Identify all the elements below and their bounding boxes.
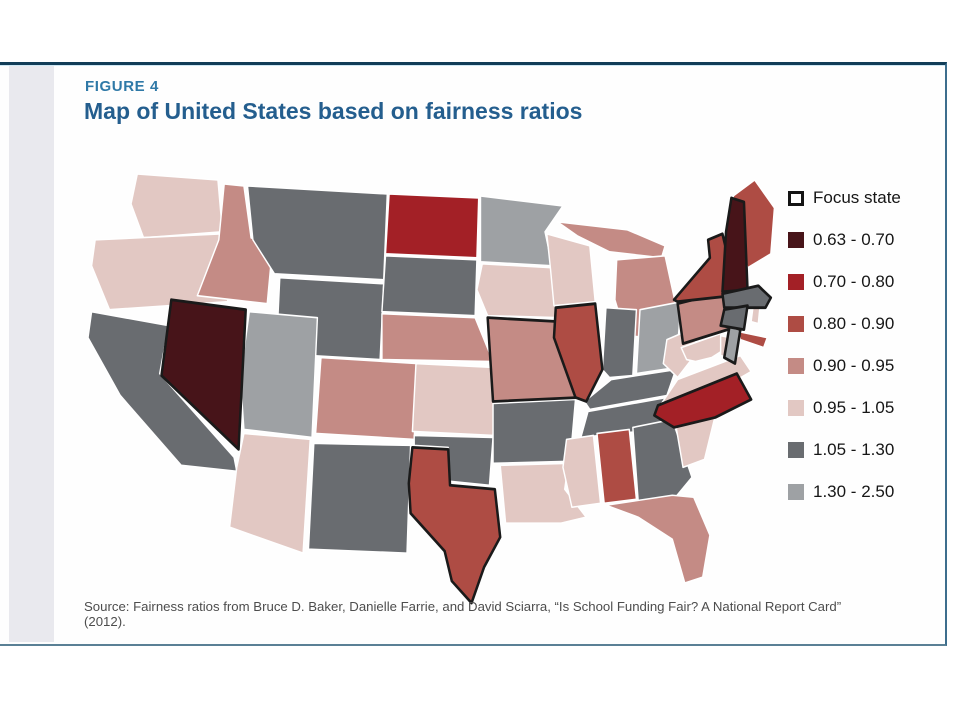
legend-label: 1.05 - 1.30: [813, 440, 895, 459]
state-indiana: [601, 306, 638, 379]
legend-row-focus: Focus state: [788, 188, 948, 207]
source-citation: Source: Fairness ratios from Bruce D. Ba…: [84, 599, 842, 629]
legend-label: 0.95 - 1.05: [813, 398, 895, 417]
state-illinois: [552, 302, 604, 403]
legend-row-bucket-6: 1.30 - 2.50: [788, 482, 948, 501]
legend-row-bucket-5: 1.05 - 1.30: [788, 440, 948, 459]
us-choropleth-map: [88, 168, 778, 612]
state-arizona: [228, 432, 311, 554]
legend-row-bucket-1: 0.70 - 0.80: [788, 272, 948, 291]
state-washington: [130, 173, 224, 239]
state-north-carolina: [653, 372, 753, 429]
left-accent-strip: [9, 66, 54, 642]
legend-label: 0.70 - 0.80: [813, 272, 895, 291]
state-texas: [407, 445, 502, 605]
focus-state-swatch-icon: [788, 190, 804, 206]
legend-label: 0.80 - 0.90: [813, 314, 895, 333]
legend-label: 0.63 - 0.70: [813, 230, 895, 249]
legend-label: 0.90 - 0.95: [813, 356, 895, 375]
legend-row-bucket-3: 0.90 - 0.95: [788, 356, 948, 375]
state-nevada: [160, 298, 247, 451]
legend-swatch-icon: [788, 400, 804, 416]
legend-swatch-icon: [788, 232, 804, 248]
state-wisconsin: [546, 233, 596, 307]
us-map-svg: [88, 173, 776, 605]
legend-swatch-icon: [788, 442, 804, 458]
state-new-hampshire: [721, 196, 749, 294]
state-long-island: [737, 330, 768, 349]
state-massachusetts: [721, 284, 773, 310]
state-kansas: [411, 362, 498, 437]
state-florida: [605, 494, 711, 584]
legend-row-bucket-4: 0.95 - 1.05: [788, 398, 948, 417]
state-new-mexico: [307, 442, 412, 554]
state-idaho: [196, 183, 274, 305]
state-montana: [246, 185, 389, 281]
state-colorado: [314, 356, 419, 441]
legend-swatch-icon: [788, 274, 804, 290]
legend-swatch-icon: [788, 484, 804, 500]
figure-label: FIGURE 4: [85, 78, 159, 95]
legend-label: 1.30 - 2.50: [813, 482, 895, 501]
state-mississippi: [562, 434, 602, 509]
state-nebraska: [381, 312, 494, 363]
state-maryland: [680, 332, 725, 363]
state-connecticut: [719, 304, 749, 332]
legend-row-bucket-2: 0.80 - 0.90: [788, 314, 948, 333]
map-legend: Focus state 0.63 - 0.70 0.70 - 0.80 0.80 -…: [788, 188, 948, 526]
legend-row-bucket-0: 0.63 - 0.70: [788, 230, 948, 249]
state-utah: [239, 310, 319, 439]
figure-title: Map of United States based on fairness r…: [84, 98, 583, 124]
state-north-dakota: [384, 193, 480, 259]
legend-swatch-icon: [788, 358, 804, 374]
legend-label: Focus state: [813, 188, 901, 207]
state-south-dakota: [381, 255, 478, 317]
state-alabama: [596, 428, 638, 505]
state-oregon: [90, 233, 229, 311]
legend-swatch-icon: [788, 316, 804, 332]
state-arkansas: [492, 398, 577, 465]
